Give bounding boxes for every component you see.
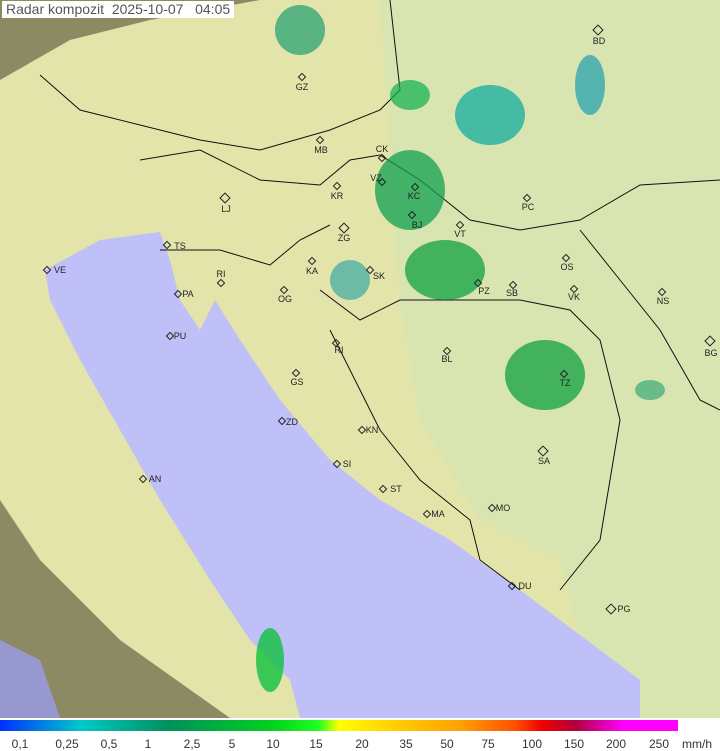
map-title: Radar kompozit 2025-10-07 04:05 xyxy=(2,1,235,18)
legend-tick-label: 50 xyxy=(440,737,454,751)
legend-tick-label: 20 xyxy=(355,737,369,751)
city-label: MA xyxy=(431,509,445,519)
legend-tick-label: 0,1 xyxy=(11,737,29,751)
city-label: TS xyxy=(174,241,186,251)
radar-map[interactable] xyxy=(0,0,720,718)
city-label: SB xyxy=(505,288,519,298)
legend-tick-label: 0,5 xyxy=(100,737,118,751)
legend-tick-label: 0,25 xyxy=(55,737,79,751)
city-label: VZ xyxy=(370,173,382,183)
legend-tick-label: 5 xyxy=(228,737,236,751)
city-label: BJ xyxy=(411,220,423,230)
city-label: KA xyxy=(305,266,319,276)
city-label: MO xyxy=(495,503,511,513)
city-label: SK xyxy=(372,271,386,281)
city-label: ZG xyxy=(337,233,351,243)
legend-tick-label: 75 xyxy=(481,737,495,751)
city-label: NS xyxy=(656,296,670,306)
city-label: RI xyxy=(216,269,226,279)
city-label: BL xyxy=(441,354,453,364)
legend-unit: mm/h xyxy=(682,737,712,751)
city-label: VT xyxy=(454,229,466,239)
city-label: OG xyxy=(277,294,293,304)
city-label: PU xyxy=(173,331,187,341)
legend-tick-label: 2,5 xyxy=(183,737,201,751)
city-label: GZ xyxy=(295,82,309,92)
city-label: VE xyxy=(53,265,67,275)
legend-tick-label: 15 xyxy=(309,737,323,751)
legend-tick-label: 250 xyxy=(648,737,670,751)
city-label: OS xyxy=(560,262,574,272)
legend-tick-label: 150 xyxy=(563,737,585,751)
city-label: VK xyxy=(567,292,581,302)
city-label: SI xyxy=(342,459,352,469)
legend-tick-label: 35 xyxy=(399,737,413,751)
legend-tick-label: 10 xyxy=(266,737,280,751)
city-label: LJ xyxy=(221,204,231,214)
city-label: BG xyxy=(704,348,718,358)
city-label: TZ xyxy=(559,378,571,388)
city-label: AN xyxy=(148,474,162,484)
city-label: PC xyxy=(521,202,535,212)
city-label: BD xyxy=(592,36,606,46)
city-label: CK xyxy=(375,144,389,154)
city-label: PA xyxy=(182,289,194,299)
adriatic-sea xyxy=(45,232,640,718)
city-label: KR xyxy=(330,191,344,201)
city-label: ST xyxy=(390,484,402,494)
city-label: ZD xyxy=(286,417,298,427)
city-label: RI xyxy=(334,345,344,355)
radar-echoes xyxy=(256,5,665,692)
city-label: DU xyxy=(518,581,532,591)
legend-tick-label: 100 xyxy=(521,737,543,751)
city-label: KC xyxy=(407,191,421,201)
city-label: SA xyxy=(537,456,551,466)
legend-tick-label: 1 xyxy=(144,737,152,751)
city-label: PG xyxy=(617,604,631,614)
city-label: MB xyxy=(314,145,328,155)
city-label: KN xyxy=(365,425,379,435)
city-label: GS xyxy=(290,377,304,387)
tyrrhenian-corner xyxy=(0,640,60,718)
city-label: PZ xyxy=(478,286,490,296)
legend-tick-label: 200 xyxy=(605,737,627,751)
precipitation-color-scale xyxy=(0,720,678,731)
